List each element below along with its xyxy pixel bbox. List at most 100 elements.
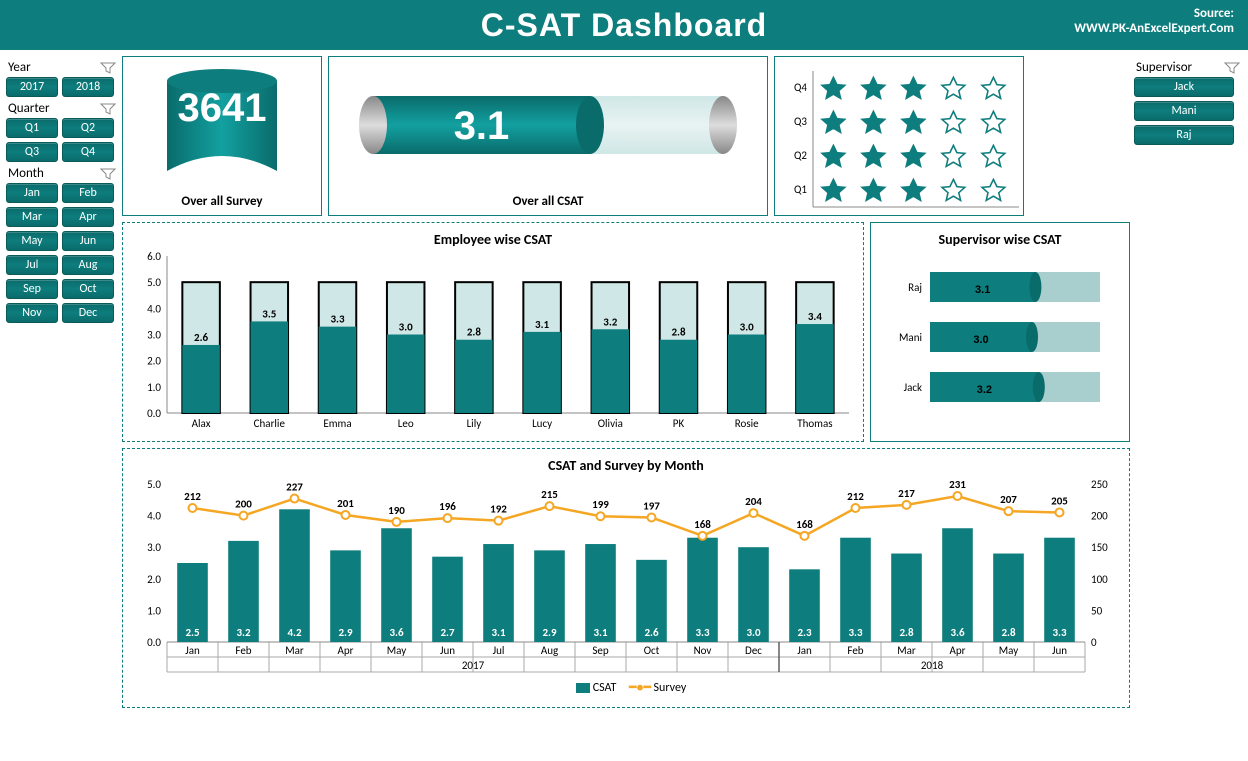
svg-text:3.2: 3.2 (603, 315, 618, 328)
svg-text:Apr: Apr (338, 644, 354, 657)
filter-icon[interactable] (100, 103, 116, 115)
slicer-item-sep[interactable]: Sep (6, 279, 58, 299)
filter-icon[interactable] (100, 168, 116, 180)
slicer-item-jun[interactable]: Jun (62, 231, 114, 251)
svg-text:5.0: 5.0 (147, 276, 161, 289)
svg-text:3.0: 3.0 (399, 321, 414, 334)
svg-text:Rosie: Rosie (735, 417, 759, 430)
svg-text:197: 197 (643, 499, 660, 512)
svg-text:Mar: Mar (897, 644, 916, 657)
svg-text:196: 196 (439, 500, 456, 513)
source-url: WWW.PK-AnExcelExpert.Com (1074, 21, 1234, 36)
svg-text:4.2: 4.2 (287, 626, 302, 639)
svg-text:3.6: 3.6 (389, 626, 404, 639)
svg-text:1.0: 1.0 (147, 604, 161, 617)
filter-icon[interactable] (100, 62, 116, 74)
svg-text:4.0: 4.0 (147, 510, 161, 523)
employee-bar-chart: 0.01.02.03.04.05.06.02.6Alax3.5Charlie3.… (127, 252, 859, 437)
svg-text:2.9: 2.9 (338, 626, 353, 639)
slicer-item-2017[interactable]: 2017 (6, 77, 58, 97)
svg-text:Oct: Oct (644, 644, 660, 657)
svg-text:231: 231 (949, 478, 966, 491)
svg-text:Alax: Alax (192, 417, 211, 430)
slicer-item-q2[interactable]: Q2 (62, 118, 114, 138)
slicer-item-jack[interactable]: Jack (1134, 77, 1234, 97)
svg-text:215: 215 (541, 488, 558, 501)
slicer-item-mani[interactable]: Mani (1134, 101, 1234, 121)
supervisor-slicer-header: Supervisor (1134, 58, 1242, 77)
slicer-item-q1[interactable]: Q1 (6, 118, 58, 138)
svg-text:212: 212 (847, 490, 864, 503)
survey-cylinder-icon: 3641 (127, 61, 317, 191)
svg-text:0.0: 0.0 (147, 407, 161, 420)
slicer-item-jul[interactable]: Jul (6, 255, 58, 275)
slicer-item-raj[interactable]: Raj (1134, 125, 1234, 145)
kpi-csat-panel: 3.1 Over all CSAT (328, 56, 768, 216)
svg-text:3.5: 3.5 (262, 307, 277, 320)
svg-text:2.3: 2.3 (797, 626, 812, 639)
svg-text:1.0: 1.0 (147, 381, 161, 394)
monthly-chart-title: CSAT and Survey by Month (127, 453, 1125, 478)
slicer-item-2018[interactable]: 2018 (62, 77, 114, 97)
svg-text:2.8: 2.8 (1001, 626, 1016, 639)
svg-text:2018: 2018 (921, 659, 944, 672)
svg-text:168: 168 (694, 518, 711, 531)
svg-text:5.0: 5.0 (147, 478, 161, 491)
svg-text:2.8: 2.8 (467, 326, 482, 339)
svg-text:3.3: 3.3 (695, 626, 710, 639)
svg-text:2.0: 2.0 (147, 573, 161, 586)
slicer-item-aug[interactable]: Aug (62, 255, 114, 275)
svg-text:Mani: Mani (899, 331, 922, 344)
svg-text:Q2: Q2 (794, 149, 807, 162)
svg-text:Mar: Mar (285, 644, 304, 657)
svg-text:3.1: 3.1 (491, 626, 506, 639)
svg-text:3.0: 3.0 (147, 541, 161, 554)
svg-text:168: 168 (796, 518, 813, 531)
slicer-item-dec[interactable]: Dec (62, 303, 114, 323)
kpi-csat-label: Over all CSAT (329, 194, 767, 209)
svg-text:3.0: 3.0 (147, 329, 161, 342)
svg-text:Emma: Emma (323, 417, 351, 430)
dashboard-header: C-SAT Dashboard Source: WWW.PK-AnExcelEx… (0, 0, 1248, 50)
slicer-item-feb[interactable]: Feb (62, 183, 114, 203)
filter-icon[interactable] (1224, 62, 1240, 74)
svg-text:207: 207 (1000, 493, 1017, 506)
kpi-stars-panel: Q4Q3Q2Q1 (774, 56, 1024, 216)
svg-text:2.9: 2.9 (542, 626, 557, 639)
svg-text:Sep: Sep (592, 644, 609, 657)
svg-text:0.0: 0.0 (147, 636, 161, 649)
svg-text:250: 250 (1091, 478, 1108, 491)
slicer-item-q4[interactable]: Q4 (62, 142, 114, 162)
slicer-item-mar[interactable]: Mar (6, 207, 58, 227)
slicer-item-may[interactable]: May (6, 231, 58, 251)
slicer-item-q3[interactable]: Q3 (6, 142, 58, 162)
slicer-item-apr[interactable]: Apr (62, 207, 114, 227)
svg-text:Raj: Raj (908, 281, 922, 294)
employee-chart-title: Employee wise CSAT (127, 227, 859, 252)
svg-text:2.8: 2.8 (671, 326, 686, 339)
svg-text:50: 50 (1091, 604, 1103, 617)
svg-text:PK: PK (673, 417, 685, 430)
slicer-item-jan[interactable]: Jan (6, 183, 58, 203)
svg-text:3641: 3641 (178, 86, 267, 130)
monthly-panel: CSAT and Survey by Month 0.0 1.0 2.0 3.0 4.0… (122, 448, 1130, 708)
svg-text:Lucy: Lucy (532, 417, 552, 430)
svg-text:Nov: Nov (694, 644, 712, 657)
svg-text:2017: 2017 (462, 659, 485, 672)
svg-text:3.3: 3.3 (1052, 626, 1067, 639)
monthly-legend: CSAT ━●━ Survey (127, 678, 1125, 695)
svg-text:3.4: 3.4 (808, 310, 823, 323)
svg-text:Jun: Jun (440, 644, 455, 657)
svg-text:227: 227 (286, 481, 303, 494)
svg-text:2.7: 2.7 (440, 626, 455, 639)
svg-text:6.0: 6.0 (147, 252, 161, 263)
svg-text:3.3: 3.3 (330, 313, 345, 326)
year-slicer-header: Year (6, 58, 118, 77)
svg-text:Q3: Q3 (794, 115, 807, 128)
svg-text:199: 199 (592, 498, 609, 511)
slicer-item-oct[interactable]: Oct (62, 279, 114, 299)
svg-text:May: May (999, 644, 1018, 657)
source-block: Source: WWW.PK-AnExcelExpert.Com (1074, 6, 1234, 36)
svg-text:3.0: 3.0 (746, 626, 761, 639)
slicer-item-nov[interactable]: Nov (6, 303, 58, 323)
